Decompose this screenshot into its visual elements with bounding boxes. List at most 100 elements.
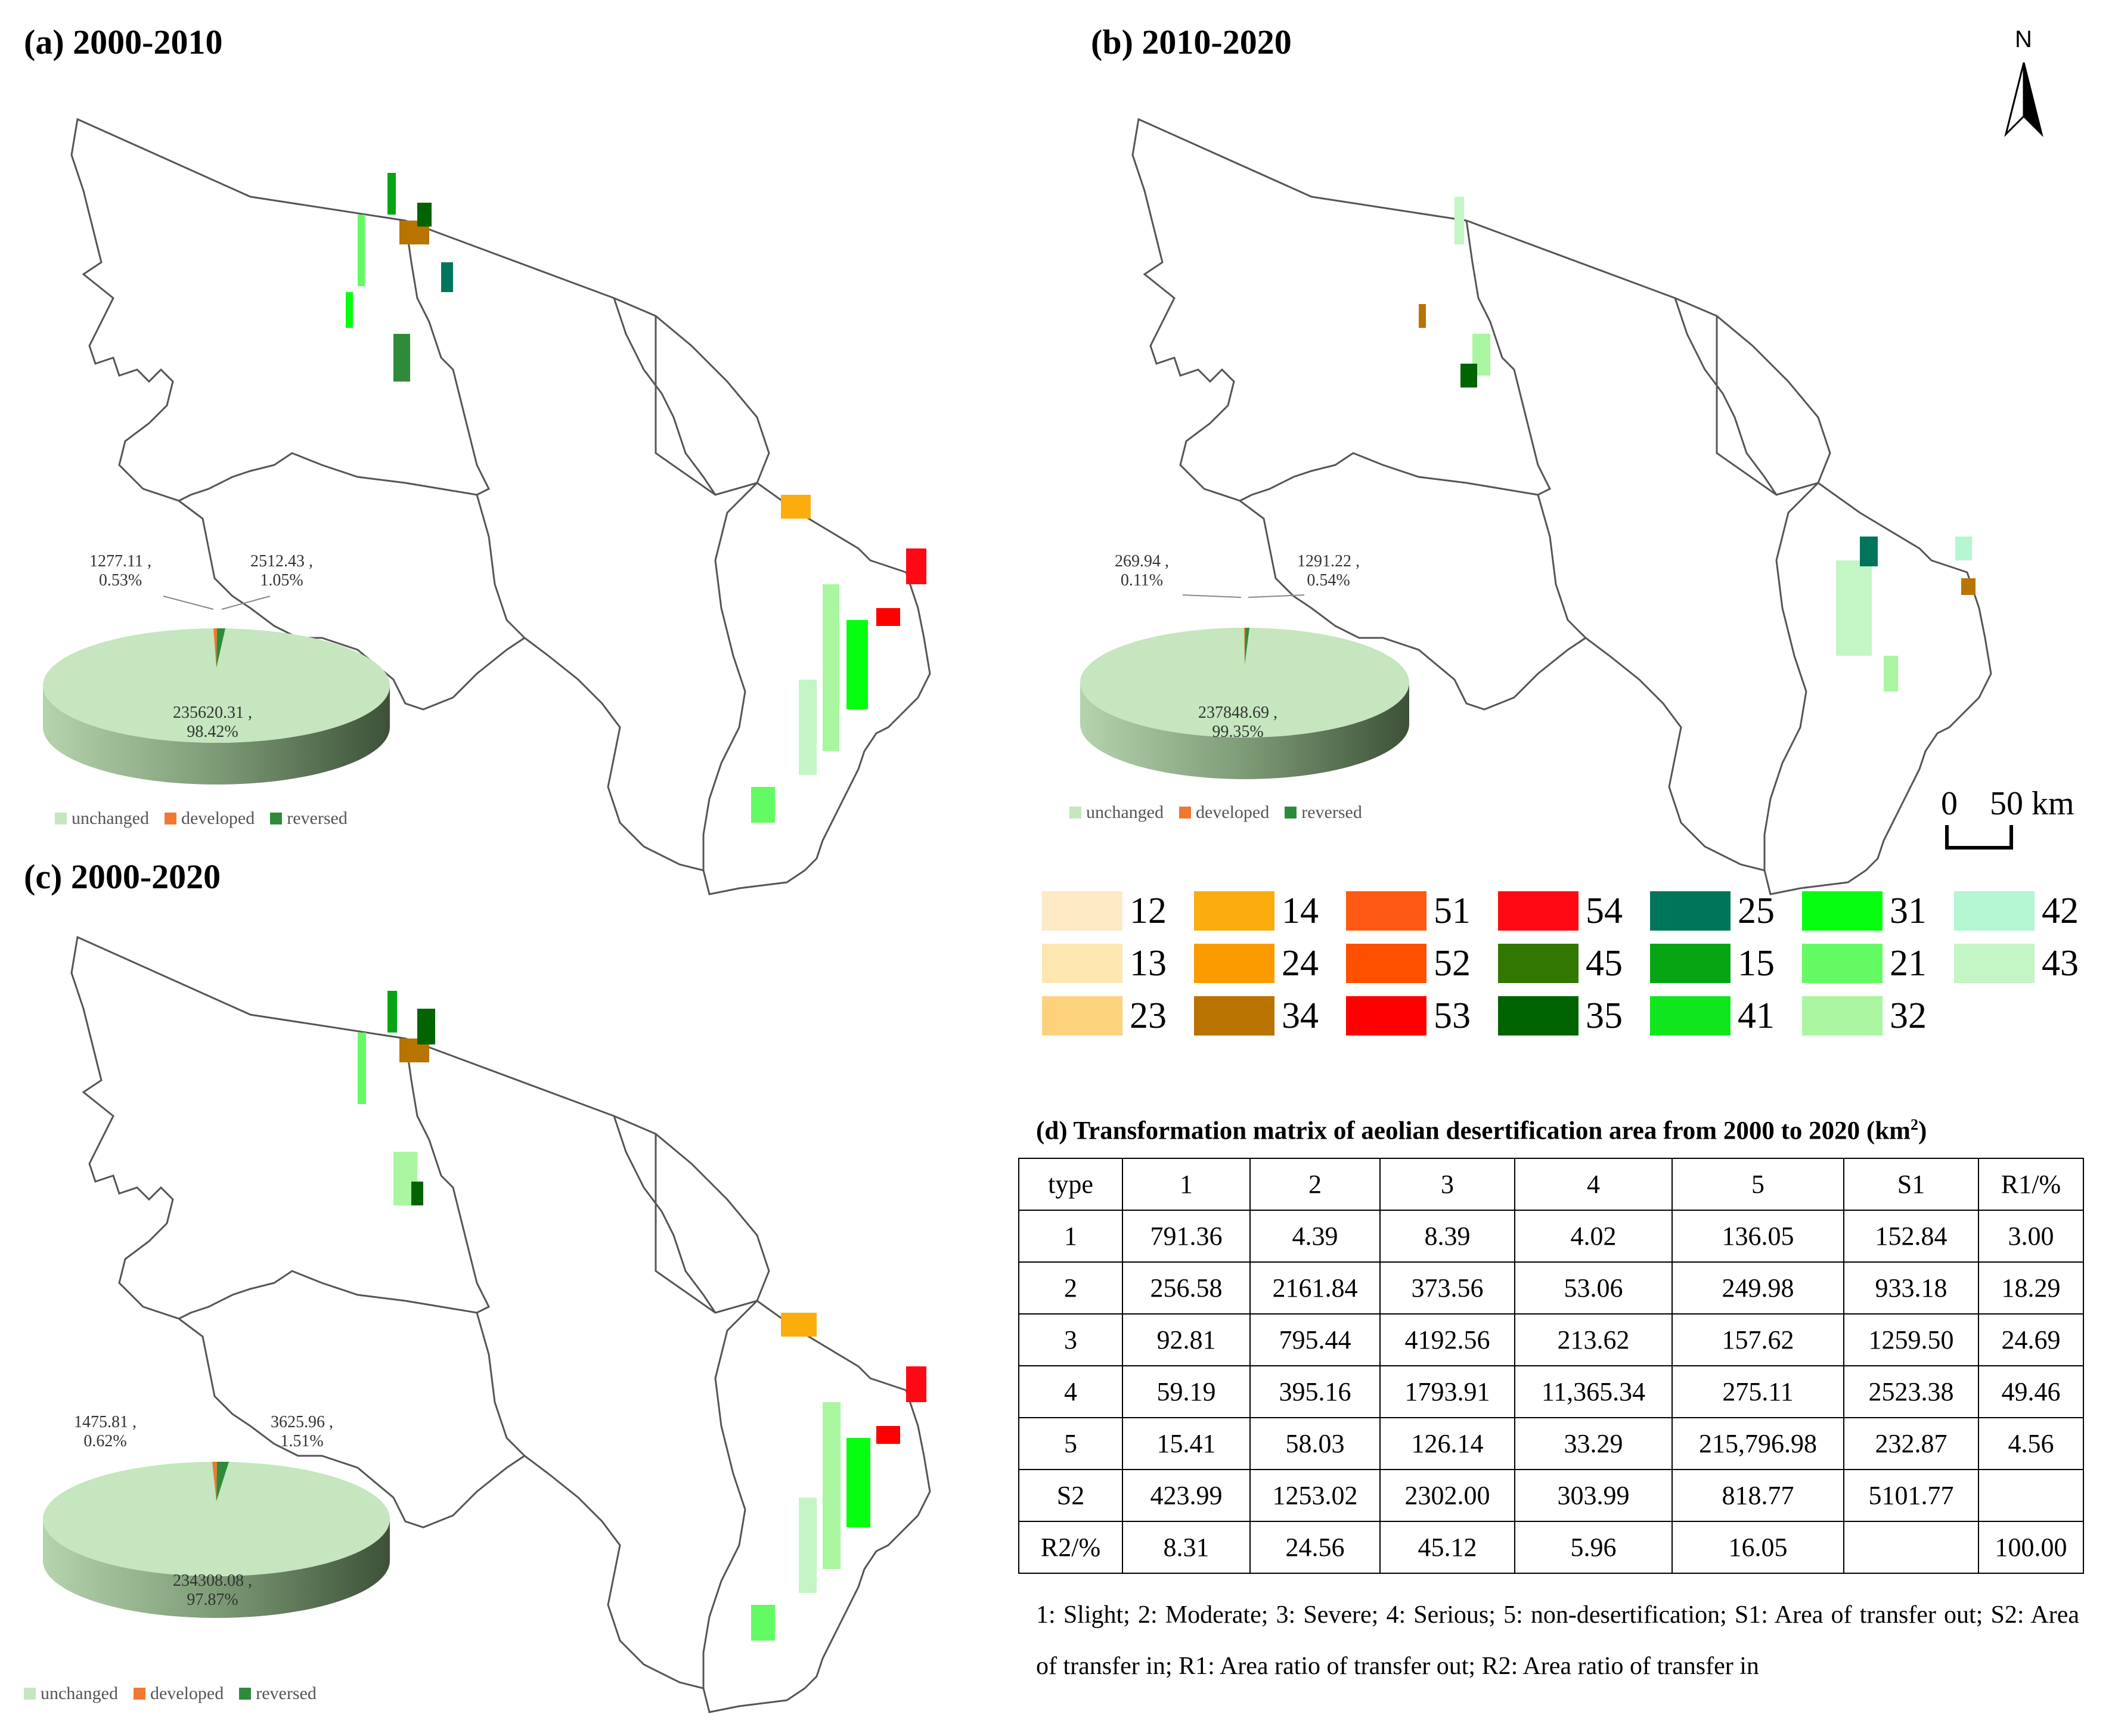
- legend-item: 53: [1346, 996, 1498, 1036]
- legend-swatch: [1346, 891, 1426, 931]
- panel-a-pie-developed-slice: [213, 628, 217, 668]
- matrix-cell: 1259.50: [1843, 1313, 1979, 1366]
- panel-c-label-developed: 1475.81 , 0.62%: [74, 1413, 137, 1451]
- legend-swatch: [1042, 944, 1122, 983]
- matrix-row: 2 256.58 2161.84 373.56 53.06 249.98 933.18 18.…: [1018, 1261, 2084, 1315]
- legend-label: 24: [1282, 943, 1319, 984]
- matrix-cell: [1843, 1521, 1979, 1574]
- panel-a-label-reversed: 2512.43 , 1.05%: [250, 552, 313, 590]
- matrix-cell: 33.29: [1514, 1417, 1673, 1470]
- matrix-header-cell: type: [1018, 1158, 1123, 1211]
- legend-item: 32: [1802, 996, 1954, 1036]
- matrix-cell: 791.36: [1122, 1210, 1251, 1263]
- matrix-cell: R2/%: [1018, 1521, 1123, 1574]
- matrix-row: S2 423.99 1253.02 2302.00 303.99 818.77 5101.7…: [1018, 1469, 2084, 1522]
- matrix-cell: 232.87: [1843, 1417, 1979, 1470]
- panel-b-change-patches: [1419, 197, 1976, 692]
- legend-swatch: [1650, 996, 1731, 1036]
- matrix-cell: 45.12: [1379, 1521, 1515, 1574]
- legend-label: 31: [1890, 891, 1927, 931]
- matrix-header-cell: 3: [1379, 1158, 1515, 1211]
- matrix-cell: 275.11: [1671, 1365, 1844, 1418]
- matrix-cell: 136.05: [1671, 1210, 1844, 1263]
- matrix-row: 3 92.81 795.44 4192.56 213.62 157.62 1259.50 24…: [1018, 1313, 2084, 1366]
- legend-item: 51: [1346, 891, 1498, 931]
- legend-label: 25: [1738, 891, 1775, 931]
- legend-swatch: [1346, 996, 1426, 1036]
- panel-b-label-developed: 269.94 , 0.11%: [1115, 552, 1169, 590]
- matrix-cell: 18.29: [1978, 1261, 2084, 1315]
- legend-item: 52: [1346, 944, 1498, 983]
- legend-swatch: [1498, 891, 1579, 931]
- matrix-cell: 8.39: [1379, 1210, 1515, 1263]
- matrix-cell: 24.56: [1249, 1521, 1381, 1574]
- legend-swatch: [1802, 891, 1883, 931]
- legend-label: 12: [1130, 891, 1167, 931]
- legend-swatch: [1498, 944, 1579, 983]
- matrix-cell: 395.16: [1249, 1365, 1381, 1418]
- panel-b-pie: [1080, 594, 1409, 779]
- matrix-cell: 795.44: [1249, 1313, 1381, 1366]
- matrix-cell: 303.99: [1514, 1469, 1673, 1522]
- legend-label: 53: [1434, 996, 1471, 1036]
- panel-b-pie-reversed-slice: [1245, 628, 1249, 665]
- transformation-matrix-table: type 1 2 3 4 5 S1 R1/% 1 791.36 4.39 8.39 4.02 136.05…: [1018, 1158, 2084, 1574]
- legend-swatch: [1194, 891, 1274, 931]
- matrix-row: 1 791.36 4.39 8.39 4.02 136.05 152.84 3.00: [1018, 1210, 2084, 1263]
- legend-item: 54: [1498, 891, 1650, 931]
- legend-swatch: [1042, 996, 1122, 1036]
- north-label: N: [2015, 26, 2032, 52]
- matrix-header-cell: 5: [1671, 1158, 1844, 1211]
- matrix-cell: 5: [1018, 1417, 1123, 1470]
- legend-label: 52: [1434, 943, 1471, 984]
- panel-c-pie-legend: unchanged developed reversed: [24, 1684, 332, 1704]
- panel-c-map: [24, 901, 978, 1736]
- matrix-cell: 4: [1018, 1365, 1123, 1418]
- legend-item: 45: [1498, 944, 1650, 983]
- legend-item: 15: [1650, 944, 1802, 983]
- matrix-header-row: type 1 2 3 4 5 S1 R1/%: [1018, 1158, 2084, 1211]
- panel-b-label-unchanged: 237848.69 , 99.35%: [1198, 703, 1277, 742]
- matrix-cell: 15.41: [1122, 1417, 1251, 1470]
- matrix-cell: 4.02: [1514, 1210, 1673, 1263]
- matrix-cell: 126.14: [1379, 1417, 1515, 1470]
- panel-a-pie-reversed-slice: [216, 628, 225, 668]
- panel-b-title: (b) 2010-2020: [1091, 23, 1292, 61]
- legend-item: 24: [1194, 944, 1346, 983]
- panel-b-pie-developed-slice: [1244, 628, 1245, 665]
- legend-label: 41: [1738, 996, 1775, 1036]
- matrix-header-cell: 2: [1249, 1158, 1381, 1211]
- matrix-title: (d) Transformation matrix of aeolian des…: [1036, 1116, 1927, 1145]
- legend-label: 45: [1586, 943, 1623, 984]
- matrix-cell: S2: [1018, 1469, 1123, 1522]
- matrix-cell: 4.39: [1249, 1210, 1381, 1263]
- legend-item: 34: [1194, 996, 1346, 1036]
- matrix-cell: 213.62: [1514, 1313, 1673, 1366]
- legend-swatch: [1650, 891, 1731, 931]
- matrix-cell: 59.19: [1122, 1365, 1251, 1418]
- legend-swatch: [1802, 996, 1883, 1036]
- legend-label: 32: [1890, 996, 1927, 1036]
- legend-item: 23: [1042, 996, 1194, 1036]
- legend-label: 51: [1434, 891, 1471, 931]
- legend-item: 14: [1194, 891, 1346, 931]
- legend-label: 21: [1890, 943, 1927, 984]
- panel-b-pie-unchanged-slice: [1080, 628, 1409, 737]
- scale-label: 50 km: [1990, 785, 2074, 822]
- legend-label: 35: [1586, 996, 1623, 1036]
- matrix-cell: 5101.77: [1843, 1469, 1979, 1522]
- legend-swatch: [1346, 944, 1426, 983]
- matrix-cell: 24.69: [1978, 1313, 2084, 1366]
- matrix-cell: 3: [1018, 1313, 1123, 1366]
- panel-a-label-developed: 1277.11 , 0.53%: [89, 552, 151, 590]
- legend-item: 31: [1802, 891, 1954, 931]
- legend-item: 12: [1042, 891, 1194, 931]
- matrix-cell: 8.31: [1122, 1521, 1251, 1574]
- legend-swatch: [1954, 891, 2035, 931]
- matrix-row: R2/% 8.31 24.56 45.12 5.96 16.05 100.00: [1018, 1521, 2084, 1574]
- legend-swatch: [1802, 944, 1883, 983]
- matrix-cell: 2: [1018, 1261, 1123, 1315]
- scale-zero: 0: [1941, 785, 1958, 822]
- matrix-header-cell: 1: [1122, 1158, 1251, 1211]
- legend-swatch: [1194, 944, 1274, 983]
